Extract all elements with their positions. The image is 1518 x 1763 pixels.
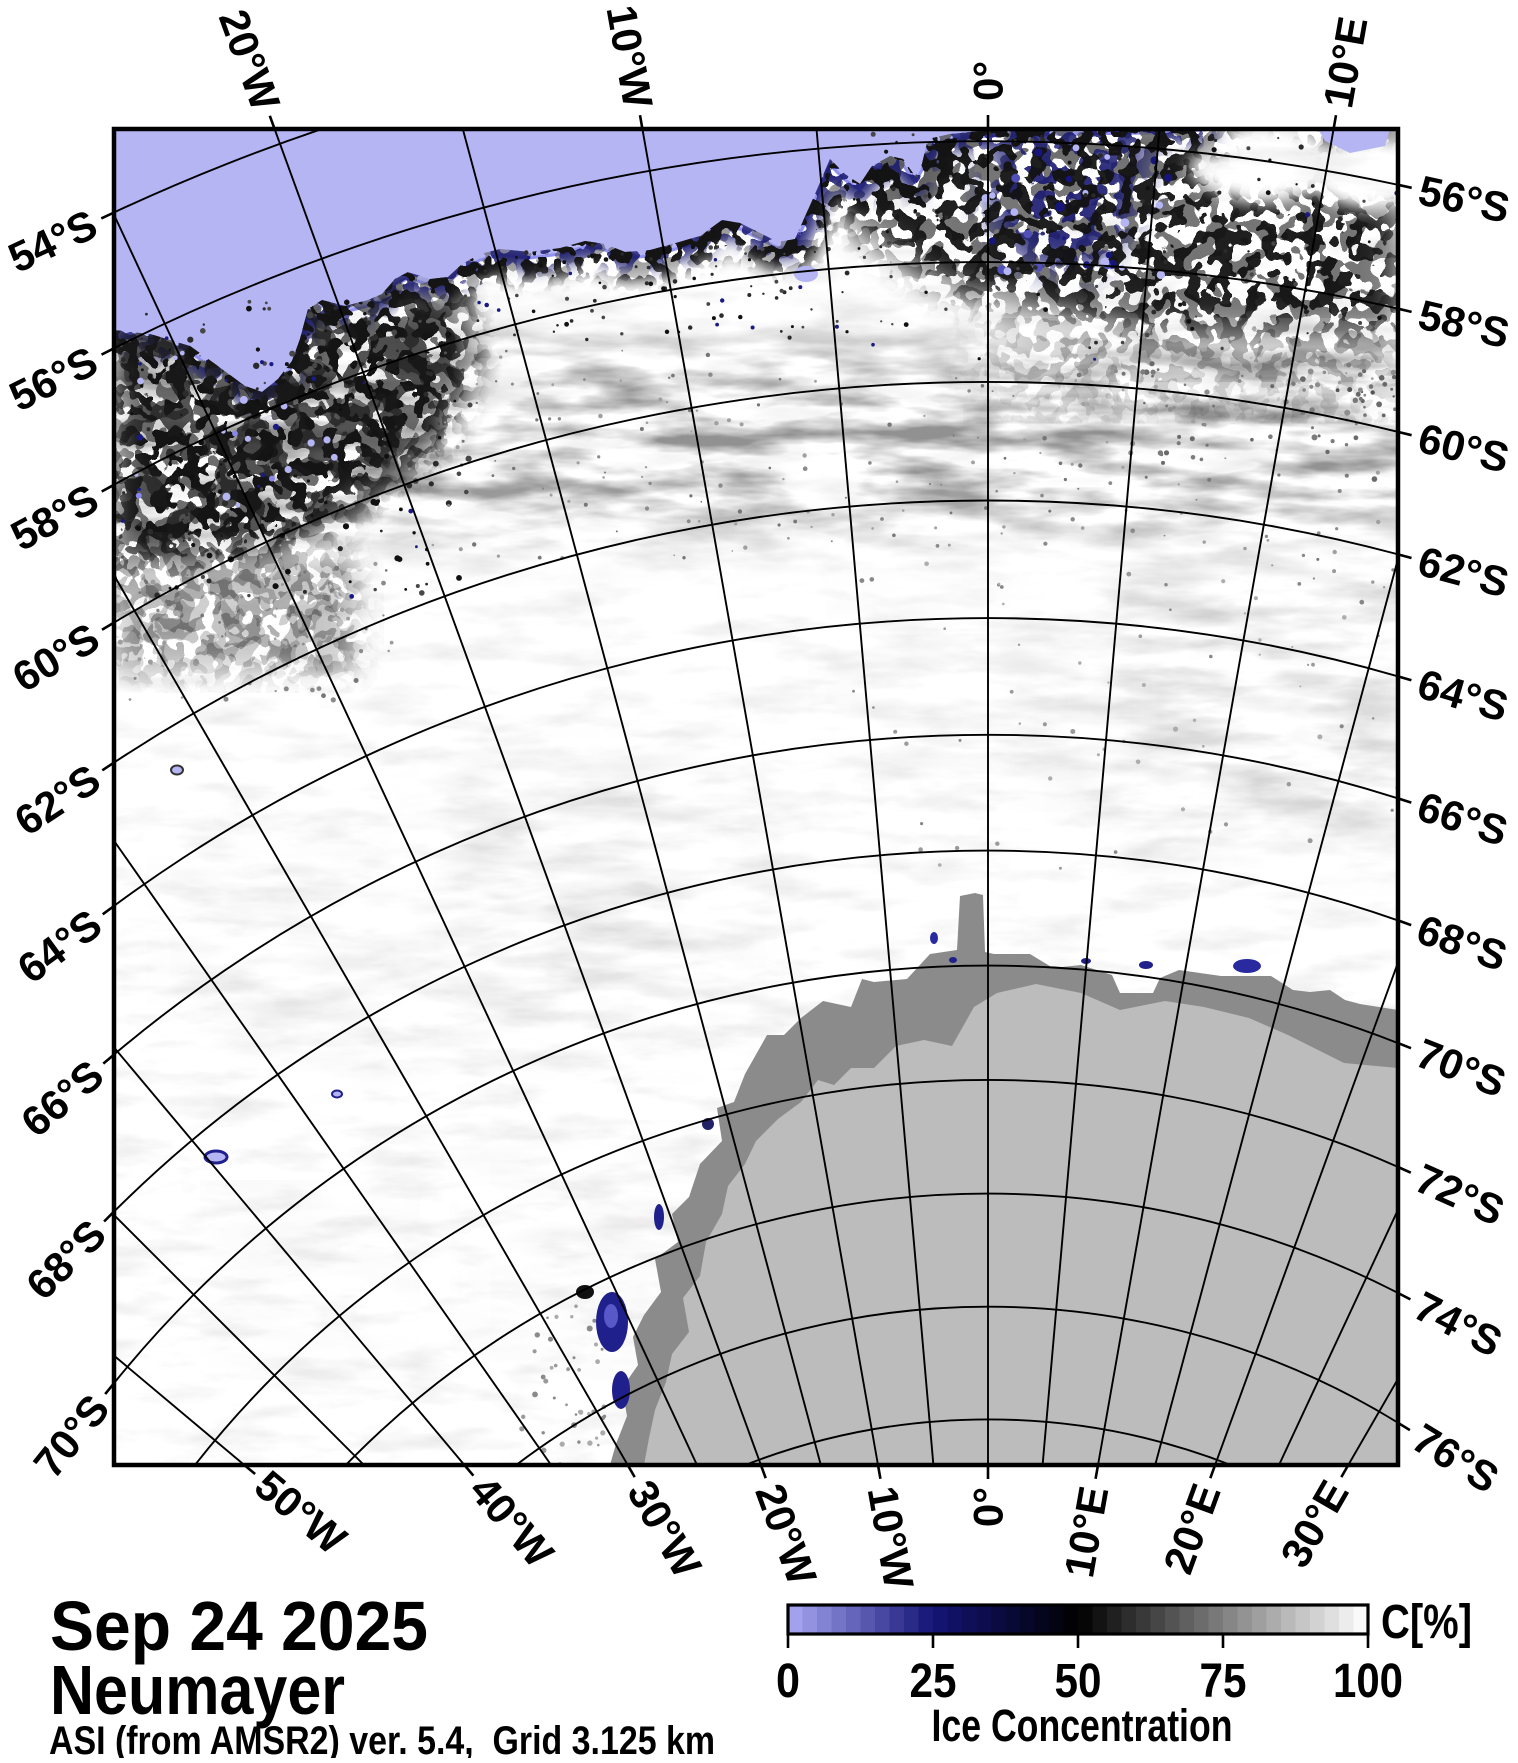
svg-text:50: 50 (1055, 1655, 1102, 1708)
svg-text:C[%]: C[%] (1381, 1596, 1472, 1649)
svg-text:25: 25 (910, 1655, 957, 1708)
svg-text:Neumayer: Neumayer (50, 1651, 345, 1729)
svg-text:0: 0 (776, 1655, 800, 1708)
svg-text:75: 75 (1200, 1655, 1247, 1708)
svg-text:Ice Concentration: Ice Concentration (932, 1700, 1233, 1751)
svg-text:0°: 0° (965, 1487, 1012, 1527)
svg-text:ASI (from AMSR2) ver. 5.4, Gr: ASI (from AMSR2) ver. 5.4, Grid 3.125 km (49, 1719, 715, 1758)
svg-text:0°: 0° (965, 61, 1012, 101)
svg-text:Sep 24 2025: Sep 24 2025 (50, 1587, 428, 1665)
svg-text:100: 100 (1333, 1655, 1403, 1708)
